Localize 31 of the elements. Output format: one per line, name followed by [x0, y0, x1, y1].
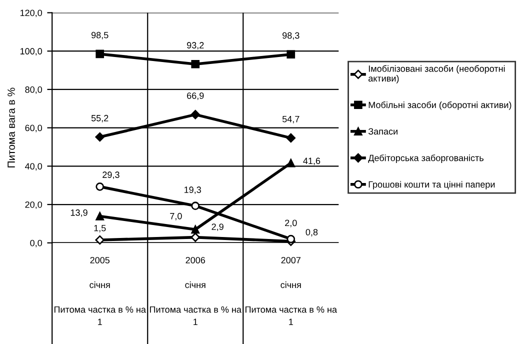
legend-label: Запаси — [368, 128, 398, 135]
data-label: 13,9 — [70, 209, 88, 217]
data-label: 98,3 — [282, 32, 300, 40]
legend-label: Імобілізовані засоби (необоротні активи) — [368, 65, 505, 84]
y-tick-label: 100,0 — [20, 48, 42, 56]
category-label: 2006 січня Питома частка в % на 1 — [150, 256, 242, 325]
data-label: 19,3 — [184, 186, 201, 194]
data-label: 7,0 — [170, 212, 182, 220]
y-tick-label: 20,0 — [25, 201, 42, 209]
category-label: 2007 січня Питома частка в % на 1 — [246, 256, 338, 325]
data-label: 55,2 — [91, 114, 108, 122]
legend-label: Грошові кошти та цінні папери — [368, 180, 495, 190]
data-label: 98,5 — [91, 32, 108, 40]
y-tick-label: 120,0 — [20, 10, 42, 18]
data-label: 29,3 — [102, 172, 120, 180]
data-label: 41,6 — [303, 158, 320, 166]
legend-label: Дебіторська заборгованість — [368, 154, 484, 163]
y-axis-title: Питома вага в % — [8, 88, 15, 168]
y-tick-label: 60,0 — [25, 124, 42, 132]
y-tick-label: 40,0 — [25, 163, 42, 171]
data-label: 2,9 — [212, 224, 224, 232]
data-label: 2,0 — [285, 220, 297, 228]
data-label: 0,8 — [306, 228, 318, 236]
data-label: 66,9 — [187, 92, 204, 100]
y-tick-label: 0,0 — [30, 240, 42, 248]
data-label: 54,7 — [282, 116, 300, 124]
y-tick-label: 80,0 — [25, 86, 42, 94]
data-label: 93,2 — [187, 42, 204, 50]
legend-label: Мобільні засоби (оборотні активи) — [368, 101, 512, 110]
category-label: 2005 січня Питома частка в % на 1 — [54, 256, 146, 325]
data-label: 1,5 — [94, 224, 106, 232]
